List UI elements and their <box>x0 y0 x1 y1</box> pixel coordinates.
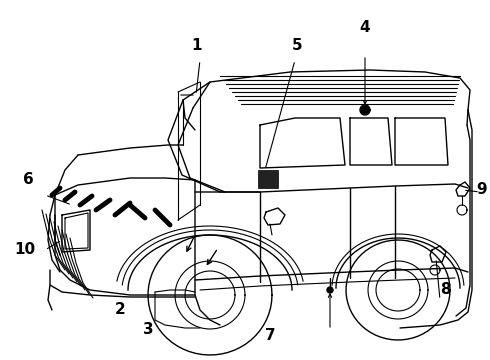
Text: 9: 9 <box>477 183 488 198</box>
Text: 5: 5 <box>292 37 302 53</box>
Text: 4: 4 <box>360 21 370 36</box>
Text: 7: 7 <box>265 328 275 342</box>
Text: 6: 6 <box>23 172 33 188</box>
Circle shape <box>361 106 369 114</box>
Circle shape <box>327 287 333 293</box>
Bar <box>258 170 278 188</box>
Text: 2: 2 <box>115 302 125 318</box>
Text: 8: 8 <box>440 283 450 297</box>
Text: 10: 10 <box>14 243 36 257</box>
Text: 3: 3 <box>143 323 153 338</box>
Text: 1: 1 <box>192 37 202 53</box>
